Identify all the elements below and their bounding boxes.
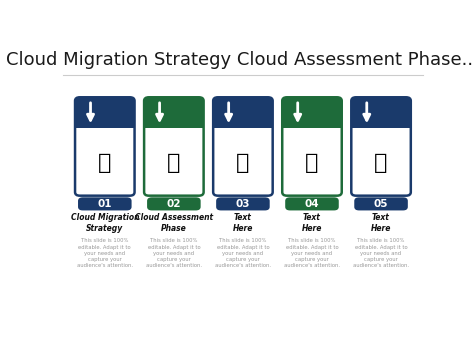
Text: Text
Here: Text Here (371, 213, 391, 233)
FancyBboxPatch shape (213, 129, 273, 131)
FancyBboxPatch shape (351, 97, 411, 130)
FancyBboxPatch shape (285, 197, 339, 211)
FancyBboxPatch shape (216, 197, 270, 211)
FancyBboxPatch shape (75, 129, 135, 131)
Text: This slide is 100%
editable. Adapt it to
your needs and
capture your
audience's : This slide is 100% editable. Adapt it to… (215, 238, 271, 268)
Text: 02: 02 (167, 199, 181, 209)
FancyBboxPatch shape (78, 197, 132, 211)
FancyBboxPatch shape (282, 129, 342, 132)
Text: 📊: 📊 (305, 153, 319, 173)
FancyBboxPatch shape (75, 97, 135, 130)
Text: This slide is 100%
editable. Adapt it to
your needs and
capture your
audience's : This slide is 100% editable. Adapt it to… (77, 238, 133, 268)
FancyBboxPatch shape (75, 130, 135, 196)
FancyBboxPatch shape (282, 129, 342, 131)
FancyBboxPatch shape (213, 97, 273, 130)
FancyBboxPatch shape (354, 197, 408, 211)
FancyBboxPatch shape (75, 129, 135, 132)
Text: Cloud Migration
Strategy: Cloud Migration Strategy (71, 213, 139, 233)
FancyBboxPatch shape (144, 129, 204, 131)
Text: 🔍: 🔍 (374, 153, 388, 173)
Text: Cloud Assessment
Phase: Cloud Assessment Phase (135, 213, 213, 233)
Text: 📢: 📢 (236, 153, 250, 173)
FancyBboxPatch shape (144, 97, 204, 130)
Text: This slide is 100%
editable. Adapt it to
your needs and
capture your
audience's : This slide is 100% editable. Adapt it to… (146, 238, 202, 268)
FancyBboxPatch shape (213, 129, 273, 132)
FancyBboxPatch shape (351, 129, 411, 131)
Text: Text
Here: Text Here (233, 213, 253, 233)
Text: Text
Here: Text Here (302, 213, 322, 233)
Text: Cloud Migration Strategy Cloud Assessment Phase...: Cloud Migration Strategy Cloud Assessmen… (7, 51, 474, 69)
Text: This slide is 100%
editable. Adapt it to
your needs and
capture your
audience's : This slide is 100% editable. Adapt it to… (284, 238, 340, 268)
Text: 04: 04 (305, 199, 319, 209)
FancyBboxPatch shape (351, 130, 411, 196)
Text: This slide is 100%
editable. Adapt it to
your needs and
capture your
audience's : This slide is 100% editable. Adapt it to… (353, 238, 409, 268)
Text: 01: 01 (98, 199, 112, 209)
FancyBboxPatch shape (147, 197, 201, 211)
FancyBboxPatch shape (282, 97, 342, 130)
Text: 💡: 💡 (98, 153, 111, 173)
Text: 🌐: 🌐 (167, 153, 181, 173)
Text: 03: 03 (236, 199, 250, 209)
FancyBboxPatch shape (282, 130, 342, 196)
FancyBboxPatch shape (351, 129, 411, 132)
Text: 05: 05 (374, 199, 388, 209)
FancyBboxPatch shape (144, 130, 204, 196)
FancyBboxPatch shape (144, 129, 204, 132)
FancyBboxPatch shape (213, 130, 273, 196)
